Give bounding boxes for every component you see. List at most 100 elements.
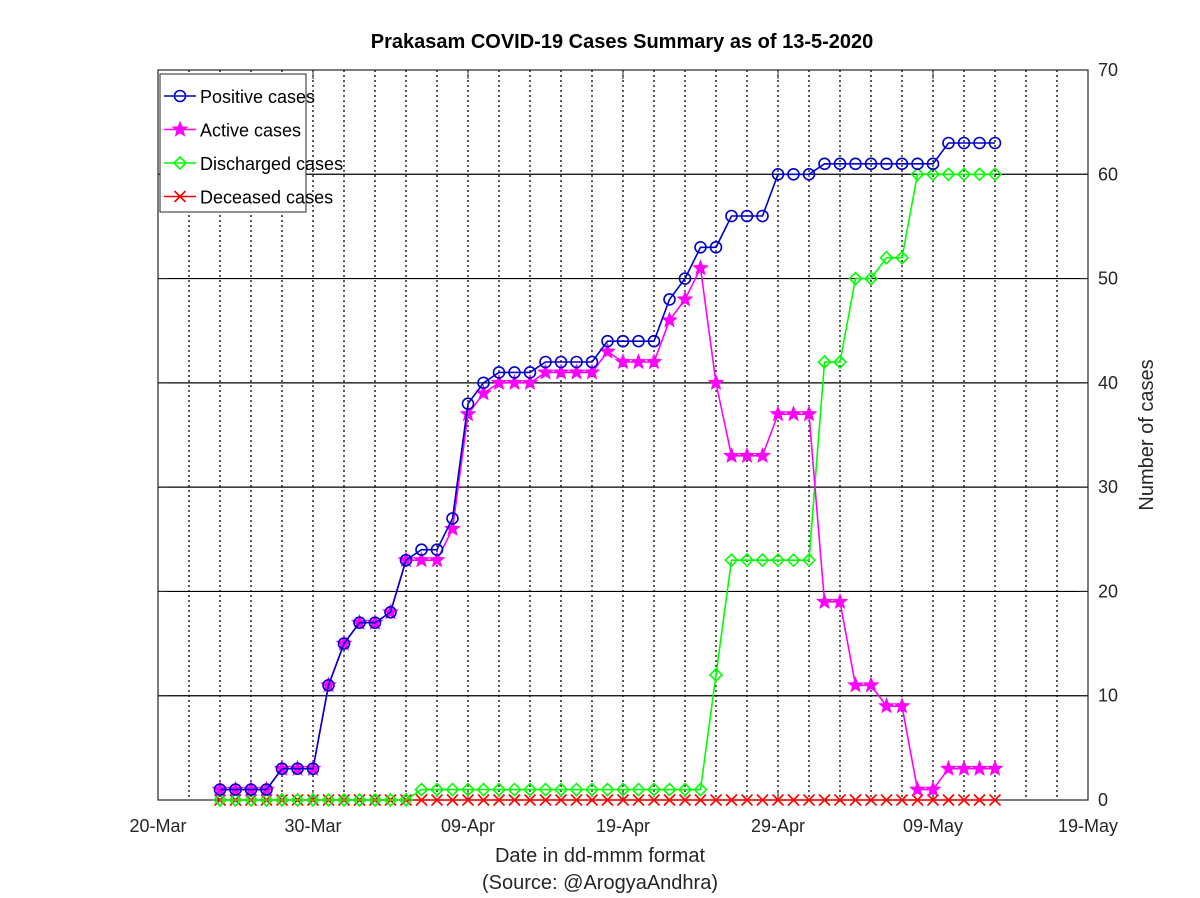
data-point-positive-cases — [508, 366, 521, 379]
data-point-deceased-cases — [446, 793, 459, 807]
data-point-deceased-cases — [694, 793, 707, 807]
data-point-discharged-cases — [336, 792, 352, 808]
y-tick-label: 0 — [1098, 790, 1108, 810]
legend-marker-deceased-cases — [173, 190, 187, 203]
data-point-positive-cases — [632, 334, 645, 348]
data-point-deceased-cases — [818, 793, 831, 807]
data-point-active-cases — [707, 373, 725, 391]
data-point-discharged-cases — [352, 792, 367, 808]
data-point-discharged-cases — [414, 782, 429, 797]
data-point-deceased-cases — [926, 793, 940, 807]
y-axis-label: Number of cases — [1136, 359, 1158, 510]
data-point-positive-cases — [306, 762, 320, 776]
data-point-discharged-cases — [646, 782, 662, 797]
data-point-discharged-cases — [460, 782, 476, 797]
data-point-discharged-cases — [817, 354, 832, 370]
data-point-deceased-cases — [554, 793, 568, 807]
data-point-active-cases — [940, 759, 957, 776]
data-point-active-cases — [614, 353, 632, 370]
data-point-positive-cases — [337, 637, 351, 650]
data-point-deceased-cases — [756, 793, 769, 807]
data-point-active-cases — [723, 446, 740, 464]
data-point-positive-cases — [957, 136, 971, 150]
data-point-active-cases — [971, 759, 988, 776]
data-point-positive-cases — [570, 355, 583, 369]
legend-entry-positive-cases: Positive cases — [164, 87, 315, 107]
data-point-active-cases — [444, 519, 461, 537]
legend-label-discharged-cases: Discharged cases — [200, 154, 343, 174]
data-point-positive-cases — [849, 157, 862, 171]
data-point-discharged-cases — [476, 782, 491, 797]
data-point-discharged-cases — [569, 782, 584, 797]
data-point-positive-cases — [973, 136, 986, 150]
data-point-deceased-cases — [973, 793, 986, 807]
data-point-discharged-cases — [693, 782, 708, 797]
data-point-active-cases — [878, 697, 895, 714]
legend-box — [159, 73, 307, 213]
data-point-discharged-cases — [367, 792, 383, 808]
data-point-deceased-cases — [880, 793, 893, 807]
data-point-deceased-cases — [709, 793, 723, 807]
data-point-positive-cases — [275, 762, 289, 776]
data-point-deceased-cases — [942, 793, 955, 807]
data-point-deceased-cases — [802, 793, 816, 807]
data-point-discharged-cases — [910, 167, 925, 182]
data-point-positive-cases — [756, 209, 769, 223]
data-point-discharged-cases — [553, 782, 569, 797]
data-point-discharged-cases — [894, 250, 910, 265]
data-point-positive-cases — [988, 136, 1002, 150]
x-axis-label: Date in dd-mmm format — [495, 845, 705, 867]
x-tick-label: 30-Mar — [284, 816, 341, 836]
data-point-positive-cases — [461, 397, 475, 411]
data-point-active-cases — [506, 373, 523, 391]
data-point-positive-cases — [229, 783, 242, 796]
data-point-active-cases — [537, 363, 554, 380]
data-point-active-cases — [692, 259, 709, 276]
data-point-positive-cases — [880, 157, 893, 171]
x-tick-label: 19-May — [1058, 816, 1118, 836]
data-point-deceased-cases — [585, 793, 599, 807]
legend: Positive cases Active cases Discharged cas… — [159, 73, 343, 213]
data-point-discharged-cases — [290, 792, 305, 808]
data-point-positive-cases — [415, 543, 428, 557]
data-point-active-cases — [428, 551, 446, 568]
data-point-active-cases — [986, 759, 1004, 776]
x-tick-label: 20-Mar — [129, 816, 186, 836]
data-point-active-cases — [785, 405, 802, 422]
data-point-positive-cases — [523, 366, 537, 379]
y-tick-label: 60 — [1098, 164, 1118, 184]
data-point-positive-cases — [492, 366, 506, 379]
data-point-active-cases — [583, 363, 601, 380]
data-point-deceased-cases — [523, 793, 537, 807]
data-point-active-cases — [769, 405, 787, 422]
data-point-discharged-cases — [941, 167, 956, 182]
data-point-active-cases — [661, 311, 678, 328]
data-point-discharged-cases — [786, 553, 801, 568]
data-point-discharged-cases — [956, 167, 972, 182]
data-point-discharged-cases — [708, 667, 724, 682]
data-point-deceased-cases — [647, 793, 661, 807]
data-point-positive-cases — [368, 616, 382, 630]
data-point-deceased-cases — [849, 793, 862, 807]
data-point-positive-cases — [260, 783, 273, 796]
y-tick-label: 30 — [1098, 477, 1118, 497]
data-point-positive-cases — [353, 616, 366, 630]
legend-marker-active-cases — [171, 120, 189, 137]
data-point-positive-cases — [384, 605, 397, 619]
data-point-deceased-cases — [911, 793, 924, 807]
data-point-deceased-cases — [725, 793, 738, 807]
data-point-positive-cases — [911, 157, 924, 171]
data-point-positive-cases — [694, 240, 707, 254]
data-point-discharged-cases — [863, 271, 879, 286]
data-point-positive-cases — [430, 543, 444, 557]
data-point-discharged-cases — [228, 792, 243, 808]
data-point-discharged-cases — [631, 782, 646, 797]
x-tick-label: 29-Apr — [751, 816, 805, 836]
data-point-positive-cases — [244, 783, 258, 796]
data-point-deceased-cases — [957, 793, 971, 807]
legend-entry-active-cases: Active cases — [164, 121, 301, 141]
data-point-active-cases — [831, 592, 849, 610]
data-point-active-cases — [568, 363, 585, 380]
data-point-active-cases — [676, 290, 694, 307]
plot-area — [211, 136, 1004, 808]
